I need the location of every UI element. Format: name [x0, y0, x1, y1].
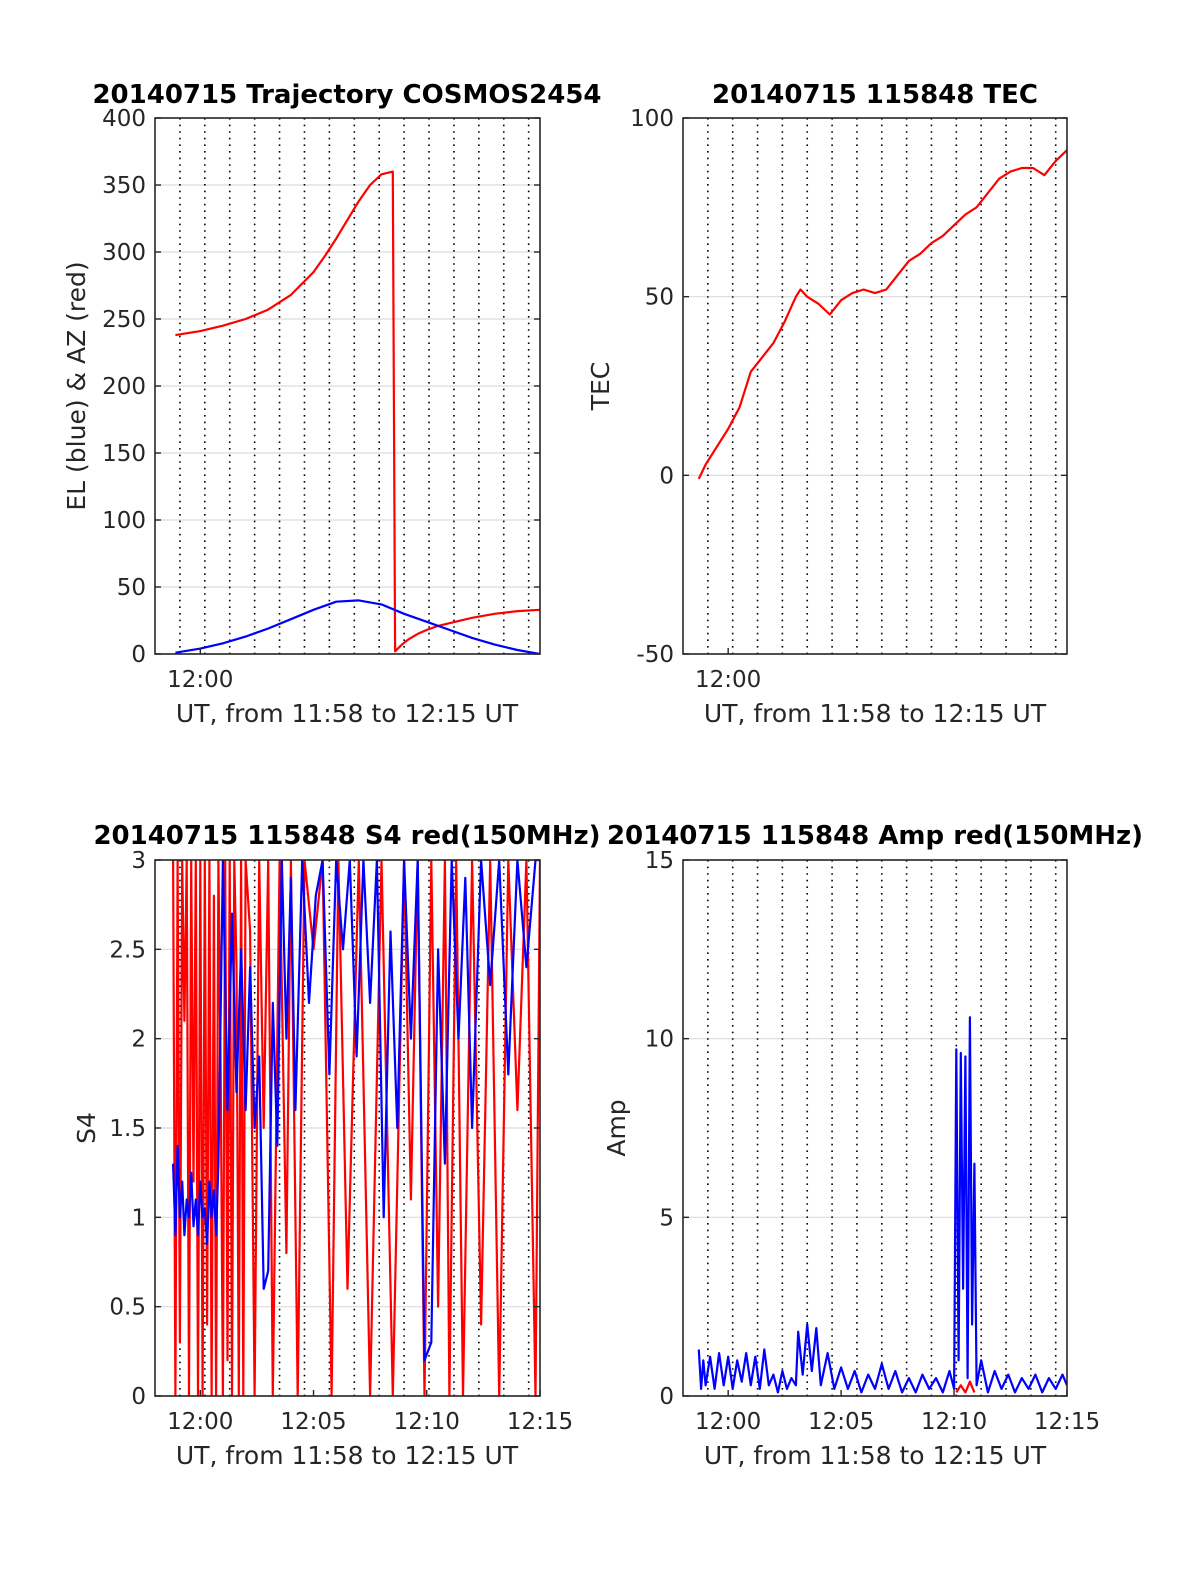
- x-tick-label: 12:15: [1034, 1409, 1100, 1435]
- y-tick-label: 10: [645, 1027, 674, 1053]
- x-tick-label: 12:10: [921, 1409, 987, 1435]
- series-line-blue: [697, 1016, 1067, 1394]
- x-axis-label: UT, from 11:58 to 12:15 UT: [704, 699, 1047, 728]
- y-axis-label: EL (blue) & AZ (red): [62, 261, 91, 510]
- y-tick-label: 1: [131, 1205, 146, 1231]
- y-tick-label: 0: [131, 642, 146, 668]
- axes-frame: [682, 859, 1068, 1397]
- y-tick-label: 0.5: [109, 1295, 146, 1321]
- y-tick-label: 100: [102, 508, 146, 534]
- x-tick-label: 12:00: [695, 1409, 761, 1435]
- y-tick-label: 50: [645, 285, 674, 311]
- y-tick-label: -50: [636, 642, 674, 668]
- y-tick-label: 0: [659, 1384, 674, 1410]
- y-tick-label: 400: [102, 106, 146, 132]
- chart-title: 20140715 Trajectory COSMOS2454: [92, 80, 601, 110]
- y-tick-label: 0: [659, 463, 674, 489]
- series-line-blue: [172, 860, 540, 1362]
- y-tick-label: 300: [102, 240, 146, 266]
- chart-title: 20140715 115848 Amp red(150MHz): [607, 821, 1143, 851]
- y-tick-label: 250: [102, 307, 146, 333]
- x-tick-label: 12:00: [167, 667, 233, 693]
- series-line-red: [955, 1380, 976, 1394]
- x-tick-label: 12:10: [394, 1409, 460, 1435]
- series-line-az: [175, 170, 540, 653]
- x-axis-label: UT, from 11:58 to 12:15 UT: [176, 699, 519, 728]
- y-tick-label: 0: [131, 1384, 146, 1410]
- series-line-tec: [697, 149, 1067, 480]
- x-tick-label: 12:15: [507, 1409, 573, 1435]
- y-tick-label: 1.5: [109, 1116, 146, 1142]
- y-tick-label: 15: [645, 848, 674, 874]
- chart-title: 20140715 115848 S4 red(150MHz): [93, 821, 600, 851]
- x-axis-label: UT, from 11:58 to 12:15 UT: [176, 1441, 519, 1470]
- x-axis-label: UT, from 11:58 to 12:15 UT: [704, 1441, 1047, 1470]
- chart-title: 20140715 115848 TEC: [712, 80, 1038, 110]
- x-tick-label: 12:05: [280, 1409, 346, 1435]
- series-line-el: [175, 599, 540, 654]
- series-line-red: [172, 860, 540, 1396]
- y-tick-label: 2.5: [109, 937, 146, 963]
- x-tick-label: 12:00: [695, 667, 761, 693]
- y-tick-label: 50: [117, 575, 146, 601]
- x-tick-label: 12:00: [167, 1409, 233, 1435]
- y-tick-label: 200: [102, 374, 146, 400]
- y-axis-label: S4: [72, 1112, 101, 1144]
- x-tick-label: 12:05: [808, 1409, 874, 1435]
- y-tick-label: 5: [659, 1205, 674, 1231]
- chart-tec: 20140715 115848 TEC TEC UT, from 11:58 t…: [586, 80, 1068, 728]
- y-axis-label: Amp: [602, 1099, 631, 1156]
- y-axis-label: TEC: [586, 362, 615, 412]
- y-tick-label: 150: [102, 441, 146, 467]
- y-tick-label: 3: [131, 848, 146, 874]
- chart-amp: 20140715 115848 Amp red(150MHz) Amp UT, …: [602, 821, 1143, 1470]
- chart-trajectory: 20140715 Trajectory COSMOS2454 EL (blue)…: [62, 80, 602, 728]
- y-tick-label: 100: [630, 106, 674, 132]
- chart-s4: 20140715 115848 S4 red(150MHz) S4 UT, fr…: [72, 821, 601, 1470]
- y-tick-label: 350: [102, 173, 146, 199]
- y-tick-label: 2: [131, 1027, 146, 1053]
- axes-frame: [682, 117, 1068, 655]
